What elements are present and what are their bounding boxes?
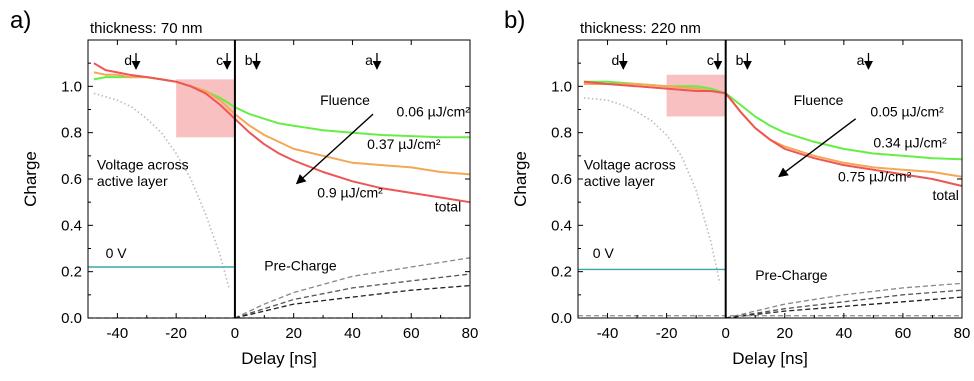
x-tick-label: 40: [344, 325, 361, 342]
fluence-arrow: [778, 118, 857, 178]
x-tick-label: 60: [895, 325, 912, 342]
x-tick-label: 20: [776, 325, 793, 342]
x-tick-label: 0: [722, 325, 730, 342]
marker-label: a: [365, 52, 373, 68]
y-tick-label: 0.0: [551, 310, 572, 327]
panel-label: a): [10, 7, 31, 34]
y-tick-label: 0.2: [61, 264, 82, 281]
annotation-text: active layer: [97, 173, 168, 189]
y-tick-label: 0.4: [61, 217, 82, 234]
y-tick-label: 0.6: [61, 171, 82, 188]
chart-title: thickness: 220 nm: [580, 20, 701, 37]
y-axis-label: Charge: [511, 151, 530, 207]
annotation-text: 0.75 µJ/cm²: [838, 168, 912, 184]
x-tick-label: -20: [656, 325, 678, 342]
series-line-5: [725, 282, 963, 319]
y-tick-label: 0.8: [551, 125, 572, 142]
highlight-region: [666, 74, 726, 117]
series-line-3: [93, 92, 230, 289]
x-tick-label: -40: [597, 325, 619, 342]
annotation-text: 0.9 µJ/cm²: [317, 185, 383, 201]
x-tick-label: 20: [285, 325, 302, 342]
series-line-6: [725, 289, 963, 319]
y-tick-label: 0.6: [551, 171, 572, 188]
y-tick-label: 0.0: [61, 310, 82, 327]
annotation-text: 0.06 µJ/cm²: [397, 103, 471, 119]
y-tick-label: 0.8: [61, 125, 82, 142]
marker-label: a: [857, 52, 865, 68]
x-axis-label: Delay [ns]: [241, 349, 317, 368]
annotation-text: Pre-Charge: [755, 267, 828, 283]
annotation-text: Voltage across: [97, 157, 189, 173]
x-tick-label: 60: [403, 325, 420, 342]
series-line-2: [583, 80, 963, 187]
y-tick-label: 0.2: [551, 264, 572, 281]
annotation-text: 0.34 µJ/cm²: [873, 135, 947, 151]
annotation-text: Pre-Charge: [264, 258, 337, 274]
annotation-text: total: [932, 187, 958, 203]
y-tick-label: 1.0: [61, 78, 82, 95]
marker-label: b: [245, 52, 253, 68]
x-tick-label: -40: [107, 325, 129, 342]
annotation-text: Fluence: [794, 92, 844, 108]
chart-title: thickness: 70 nm: [90, 20, 203, 37]
panel-label: b): [504, 7, 525, 34]
chart-panel-a: -40 -20 0 20 40 60 80 0.0 0.2 0.4 0.6 0.8 1.0 Delay […: [10, 7, 478, 368]
marker-label: b: [736, 52, 744, 68]
marker-label: c: [707, 52, 714, 68]
annotation-text: total: [435, 198, 461, 214]
y-axis-label: Charge: [21, 151, 40, 207]
series-line-6: [234, 273, 471, 319]
annotation-text: active layer: [584, 173, 655, 189]
series-line-5: [234, 257, 471, 319]
x-tick-label: 40: [836, 325, 853, 342]
annotation-text: Fluence: [320, 92, 370, 108]
y-tick-label: 1.0: [551, 78, 572, 95]
annotation-text: 0.37 µJ/cm²: [367, 136, 441, 152]
y-tick-label: 0.4: [551, 217, 572, 234]
marker-label: d: [124, 52, 132, 68]
series-line-7: [234, 284, 471, 319]
annotation-text: Voltage across: [584, 157, 676, 173]
highlight-region: [176, 79, 235, 138]
annotation-text: 0 V: [106, 245, 128, 261]
fluence-arrow: [295, 113, 374, 185]
x-tick-label: 0: [231, 325, 239, 342]
x-tick-label: 80: [954, 325, 971, 342]
annotation-text: 0.05 µJ/cm²: [870, 103, 944, 119]
marker-label: d: [612, 52, 620, 68]
x-axis-label: Delay [ns]: [732, 349, 808, 368]
chart-panel-b: -40 -20 0 20 40 60 80 0.0 0.2 0.4 0.6 0.8 1.0 Delay […: [504, 7, 970, 368]
x-tick-label: 80: [462, 325, 479, 342]
x-tick-label: -20: [165, 325, 187, 342]
annotation-text: 0 V: [593, 245, 615, 261]
marker-label: c: [216, 52, 223, 68]
